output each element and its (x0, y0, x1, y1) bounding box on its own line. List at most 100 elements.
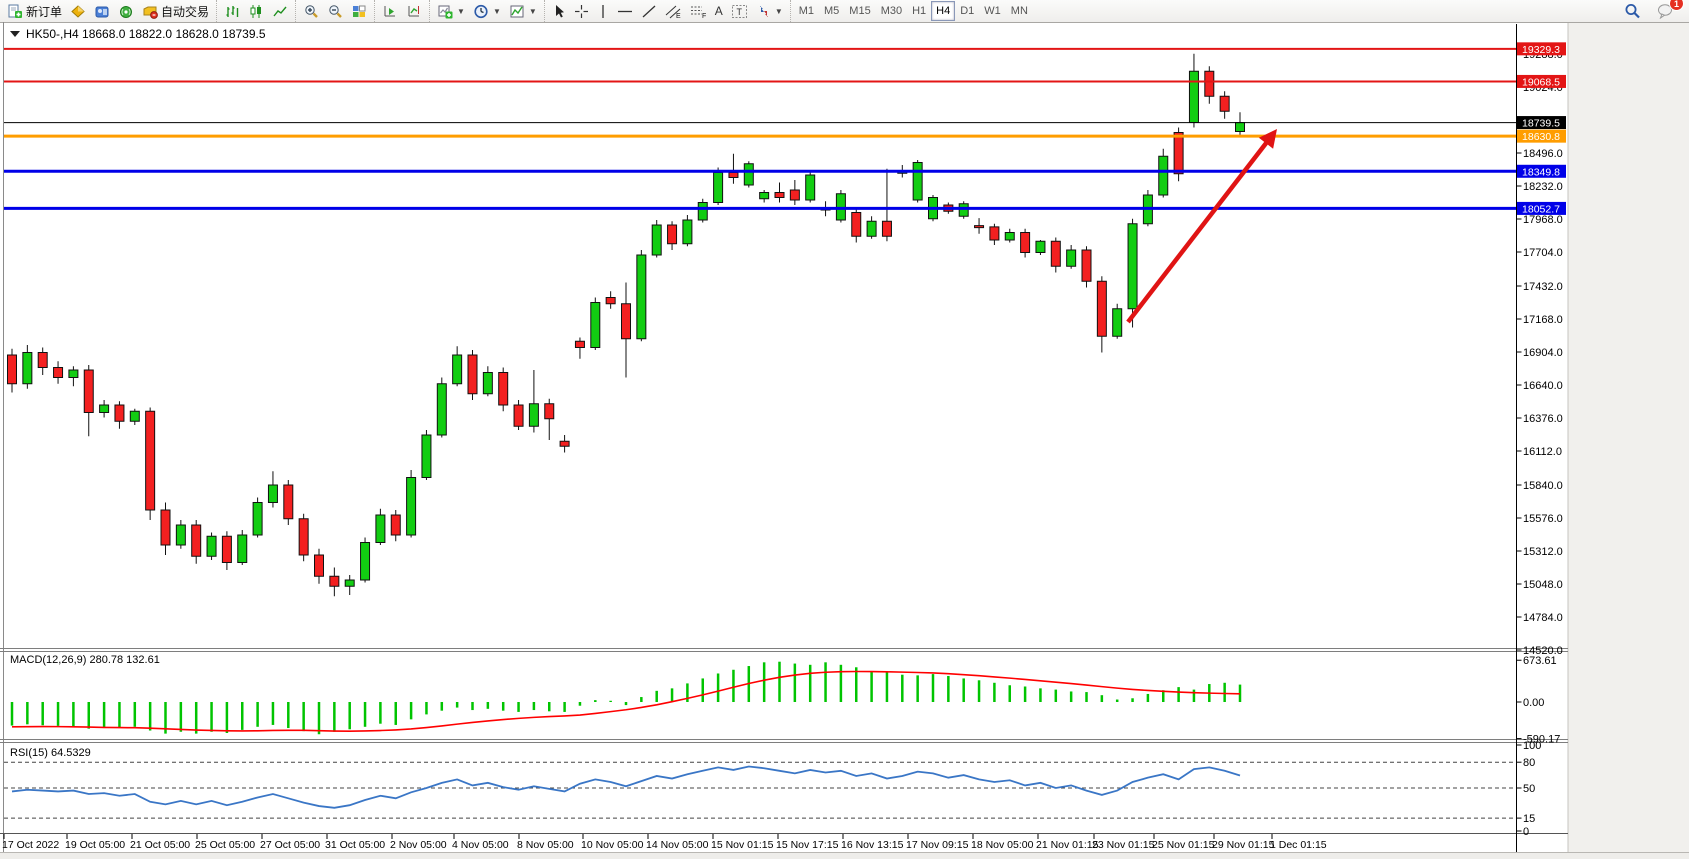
candlestick-chart-button[interactable] (244, 0, 268, 22)
trend-arrow[interactable] (1126, 129, 1277, 324)
candle-body (221, 535, 232, 563)
candle-body (621, 303, 631, 340)
candle-body (636, 254, 647, 340)
new-chart-button[interactable]: ▼ (433, 0, 469, 22)
candle-body (114, 404, 125, 422)
candle-body (713, 172, 724, 203)
timeframe-D1[interactable]: D1 (960, 5, 975, 17)
text-label-tool[interactable]: T (727, 0, 752, 22)
line-chart-button[interactable] (268, 0, 292, 22)
timeframe-W1[interactable]: W1 (984, 5, 1001, 17)
candle-body (912, 162, 923, 201)
chart-canvas[interactable]: HK50-,H4 18668.0 18822.0 18628.0 18739.5… (0, 22, 1689, 859)
rsi-tick-label: 80 (1523, 757, 1535, 769)
chart-background (0, 22, 1689, 859)
toolbar-group-timeframes: M1 M5 M15 M30 H1 H4 D1 W1 MN (789, 0, 1036, 22)
quotes-button[interactable] (66, 0, 90, 22)
bottom-strip (0, 853, 1689, 859)
toolbar-right: 1 (1620, 0, 1689, 22)
candle-72 (1112, 303, 1123, 339)
notifications-button[interactable]: 1 (1653, 0, 1684, 22)
vertical-line-tool[interactable] (593, 0, 613, 22)
cursor-button[interactable] (548, 0, 570, 22)
candle-52 (805, 172, 816, 203)
candle-78 (1204, 66, 1215, 104)
search-button[interactable] (1620, 0, 1645, 22)
new-order-button[interactable]: 新订单 (3, 0, 66, 22)
new-chart-caret: ▼ (457, 6, 465, 16)
candle-20 (314, 548, 324, 584)
trendline-tool[interactable] (637, 0, 661, 22)
horizontal-line-tool[interactable] (613, 0, 637, 22)
indicators-button[interactable]: ▼ (505, 0, 541, 22)
equidistant-channel-tool[interactable]: E (661, 0, 686, 22)
candle-body (344, 579, 355, 587)
timeframe-M15[interactable]: M15 (849, 5, 871, 17)
candle-22 (344, 575, 355, 595)
zoom-in-button[interactable] (299, 0, 323, 22)
vertical-line-icon (597, 4, 609, 19)
macd-panel[interactable] (10, 661, 1242, 735)
signals-button[interactable] (114, 0, 138, 22)
candle-44 (682, 215, 693, 247)
chart-shift-button[interactable] (402, 0, 426, 22)
candle-body (728, 172, 739, 178)
price-badge-19329.3: 19329.3 (1517, 42, 1566, 56)
timeframe-H4[interactable]: H4 (931, 1, 956, 21)
candle-66 (1020, 228, 1031, 258)
candle-body (436, 383, 447, 436)
candle-body (974, 225, 985, 229)
price-tick-label: 17432.0 (1523, 281, 1563, 293)
candle-42 (651, 220, 662, 258)
macd-tick-label: 673.61 (1523, 655, 1557, 667)
autotrading-button[interactable]: 自动交易 (138, 0, 213, 22)
candle-body (160, 509, 171, 546)
strategy-tester-button[interactable] (90, 0, 114, 22)
zoom-out-button[interactable] (323, 0, 347, 22)
candle-34 (528, 370, 539, 433)
candle-body (513, 404, 524, 427)
timeframe-M30[interactable]: M30 (880, 5, 903, 17)
candle-body (452, 354, 463, 385)
candle-46 (713, 167, 724, 205)
candle-65 (1004, 228, 1015, 243)
horizontal-line-icon (617, 4, 633, 19)
chart-window[interactable]: HK50-,H4 18668.0 18822.0 18628.0 18739.5… (0, 22, 1689, 859)
timeframe-M1[interactable]: M1 (798, 5, 815, 17)
periods-button[interactable]: ▼ (469, 0, 505, 22)
candle-4 (68, 366, 79, 387)
candle-28 (436, 377, 447, 438)
rsi-panel[interactable] (4, 761, 1517, 819)
rsi-line (11, 765, 1241, 809)
arrows-tool[interactable]: ▼ (752, 0, 787, 22)
time-tick-label: 21 Oct 05:00 (130, 839, 190, 851)
timeframe-M5[interactable]: M5 (824, 5, 840, 17)
time-axis[interactable]: 17 Oct 2022 19 Oct 05:00 21 Oct 05:00 25 Oc… (2, 834, 1327, 851)
tile-windows-button[interactable] (347, 0, 371, 22)
timeframe-MN[interactable]: MN (1010, 5, 1028, 17)
candle-body (559, 440, 570, 447)
candle-71 (1096, 276, 1107, 353)
candle-7 (114, 401, 125, 429)
svg-text:E: E (676, 13, 681, 19)
bar-chart-button[interactable] (220, 0, 244, 22)
candle-body (206, 535, 217, 557)
candle-19 (298, 513, 309, 562)
toolbar-group-charttype (216, 0, 295, 22)
text-tool[interactable]: A (711, 0, 727, 22)
fibonacci-tool[interactable]: F (686, 0, 711, 22)
price-tick-label: 16640.0 (1523, 380, 1563, 392)
auto-scroll-button[interactable] (378, 0, 402, 22)
candle-33 (513, 400, 524, 430)
timeframe-H1[interactable]: H1 (912, 5, 927, 17)
chart-dropdown-icon[interactable] (10, 31, 20, 37)
time-tick-label: 31 Oct 05:00 (325, 839, 385, 851)
price-tick-label: 16376.0 (1523, 413, 1563, 425)
candle-12 (191, 520, 202, 564)
candle-body (1235, 122, 1245, 132)
price-tick-label: 15840.0 (1523, 480, 1563, 492)
price-badge-bg (1517, 201, 1566, 215)
candles-layer[interactable] (7, 53, 1245, 597)
candle-59 (912, 160, 923, 203)
crosshair-button[interactable] (570, 0, 593, 22)
